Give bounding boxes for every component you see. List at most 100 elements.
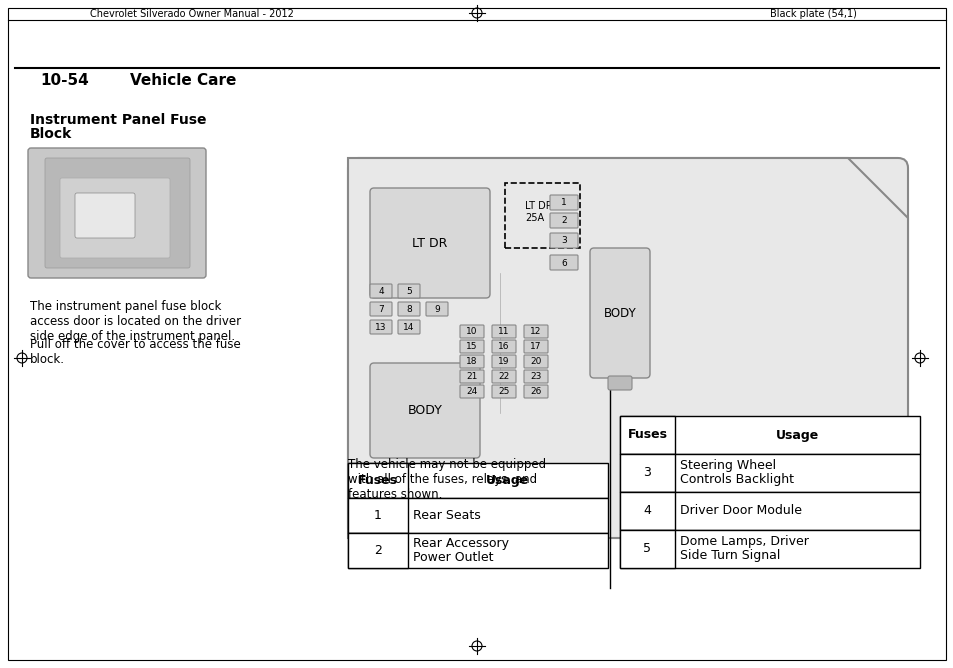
Text: 20: 20 (530, 357, 541, 366)
Text: Vehicle Care: Vehicle Care (130, 73, 236, 88)
Bar (619, 416, 675, 454)
FancyBboxPatch shape (459, 355, 483, 368)
Text: Controls Backlight: Controls Backlight (679, 474, 793, 486)
Text: 12: 12 (530, 327, 541, 336)
Text: 19: 19 (497, 357, 509, 366)
FancyBboxPatch shape (523, 385, 547, 398)
FancyBboxPatch shape (397, 320, 419, 334)
Text: 10-54: 10-54 (40, 73, 89, 88)
FancyBboxPatch shape (523, 325, 547, 338)
Text: 2: 2 (560, 216, 566, 225)
FancyBboxPatch shape (550, 195, 578, 210)
FancyBboxPatch shape (492, 325, 516, 338)
FancyBboxPatch shape (370, 284, 392, 298)
Bar (619, 492, 919, 530)
FancyBboxPatch shape (492, 370, 516, 383)
Text: Dome Lamps, Driver: Dome Lamps, Driver (679, 536, 808, 548)
FancyBboxPatch shape (523, 370, 547, 383)
Text: 24: 24 (466, 387, 477, 396)
FancyBboxPatch shape (370, 188, 490, 298)
Text: 21: 21 (466, 372, 477, 381)
Bar (619, 530, 675, 568)
Text: 11: 11 (497, 327, 509, 336)
FancyBboxPatch shape (397, 284, 419, 298)
FancyBboxPatch shape (492, 355, 516, 368)
FancyBboxPatch shape (492, 385, 516, 398)
Bar (619, 454, 675, 492)
Text: 5: 5 (643, 542, 651, 556)
Text: BODY: BODY (407, 403, 442, 417)
Text: 8: 8 (406, 305, 412, 313)
FancyBboxPatch shape (370, 363, 479, 458)
Text: 14: 14 (403, 323, 415, 331)
Text: 13: 13 (375, 323, 386, 331)
Text: Black plate (54,1): Black plate (54,1) (769, 9, 856, 19)
Bar (348, 498, 408, 533)
Text: LT DR: LT DR (412, 236, 447, 250)
Text: Usage: Usage (775, 428, 819, 442)
FancyBboxPatch shape (370, 320, 392, 334)
FancyBboxPatch shape (60, 178, 170, 258)
Text: BODY: BODY (603, 307, 636, 319)
FancyBboxPatch shape (75, 193, 135, 238)
Text: 1: 1 (560, 198, 566, 207)
Text: 16: 16 (497, 342, 509, 351)
Text: 3: 3 (560, 236, 566, 245)
FancyBboxPatch shape (523, 340, 547, 353)
FancyBboxPatch shape (459, 385, 483, 398)
Text: 2: 2 (374, 544, 381, 557)
Bar (619, 416, 919, 454)
Text: 1: 1 (374, 509, 381, 522)
Text: Steering Wheel: Steering Wheel (679, 460, 776, 472)
Bar (619, 530, 919, 568)
FancyBboxPatch shape (28, 148, 206, 278)
Text: 6: 6 (560, 259, 566, 267)
FancyBboxPatch shape (459, 370, 483, 383)
Text: Chevrolet Silverado Owner Manual - 2012: Chevrolet Silverado Owner Manual - 2012 (90, 9, 294, 19)
FancyBboxPatch shape (397, 302, 419, 316)
Text: 7: 7 (377, 305, 383, 313)
Polygon shape (348, 158, 907, 538)
FancyBboxPatch shape (550, 233, 578, 248)
Text: 25A: 25A (524, 213, 543, 223)
Bar (504, 183, 579, 248)
Text: 10: 10 (466, 327, 477, 336)
Bar (348, 533, 607, 568)
Bar (619, 454, 919, 492)
Bar (348, 533, 408, 568)
Text: Rear Seats: Rear Seats (413, 509, 480, 522)
Text: Driver Door Module: Driver Door Module (679, 504, 801, 518)
FancyBboxPatch shape (589, 248, 649, 378)
Bar (348, 498, 607, 533)
FancyBboxPatch shape (45, 158, 190, 268)
Text: 22: 22 (497, 372, 509, 381)
Text: Pull off the cover to access the fuse
block.: Pull off the cover to access the fuse bl… (30, 338, 240, 366)
Text: LT DR: LT DR (524, 201, 552, 211)
Text: Block: Block (30, 127, 72, 141)
Bar (348, 463, 408, 498)
Bar (348, 463, 607, 498)
Text: 15: 15 (466, 342, 477, 351)
FancyBboxPatch shape (426, 302, 448, 316)
FancyBboxPatch shape (550, 255, 578, 270)
FancyBboxPatch shape (459, 325, 483, 338)
Text: 4: 4 (377, 287, 383, 295)
Text: The vehicle may not be equipped
with all of the fuses, relays, and
features show: The vehicle may not be equipped with all… (348, 458, 545, 501)
FancyBboxPatch shape (523, 355, 547, 368)
Text: Fuses: Fuses (627, 428, 667, 442)
Text: 3: 3 (643, 466, 651, 480)
Text: 5: 5 (406, 287, 412, 295)
FancyBboxPatch shape (348, 158, 907, 538)
FancyBboxPatch shape (550, 213, 578, 228)
Text: 17: 17 (530, 342, 541, 351)
Text: Power Outlet: Power Outlet (413, 551, 493, 564)
FancyBboxPatch shape (459, 340, 483, 353)
Bar (619, 492, 675, 530)
Text: 18: 18 (466, 357, 477, 366)
FancyBboxPatch shape (492, 340, 516, 353)
Text: 23: 23 (530, 372, 541, 381)
FancyBboxPatch shape (370, 302, 392, 316)
Text: Rear Accessory: Rear Accessory (413, 537, 509, 550)
Text: 26: 26 (530, 387, 541, 396)
Text: 25: 25 (497, 387, 509, 396)
